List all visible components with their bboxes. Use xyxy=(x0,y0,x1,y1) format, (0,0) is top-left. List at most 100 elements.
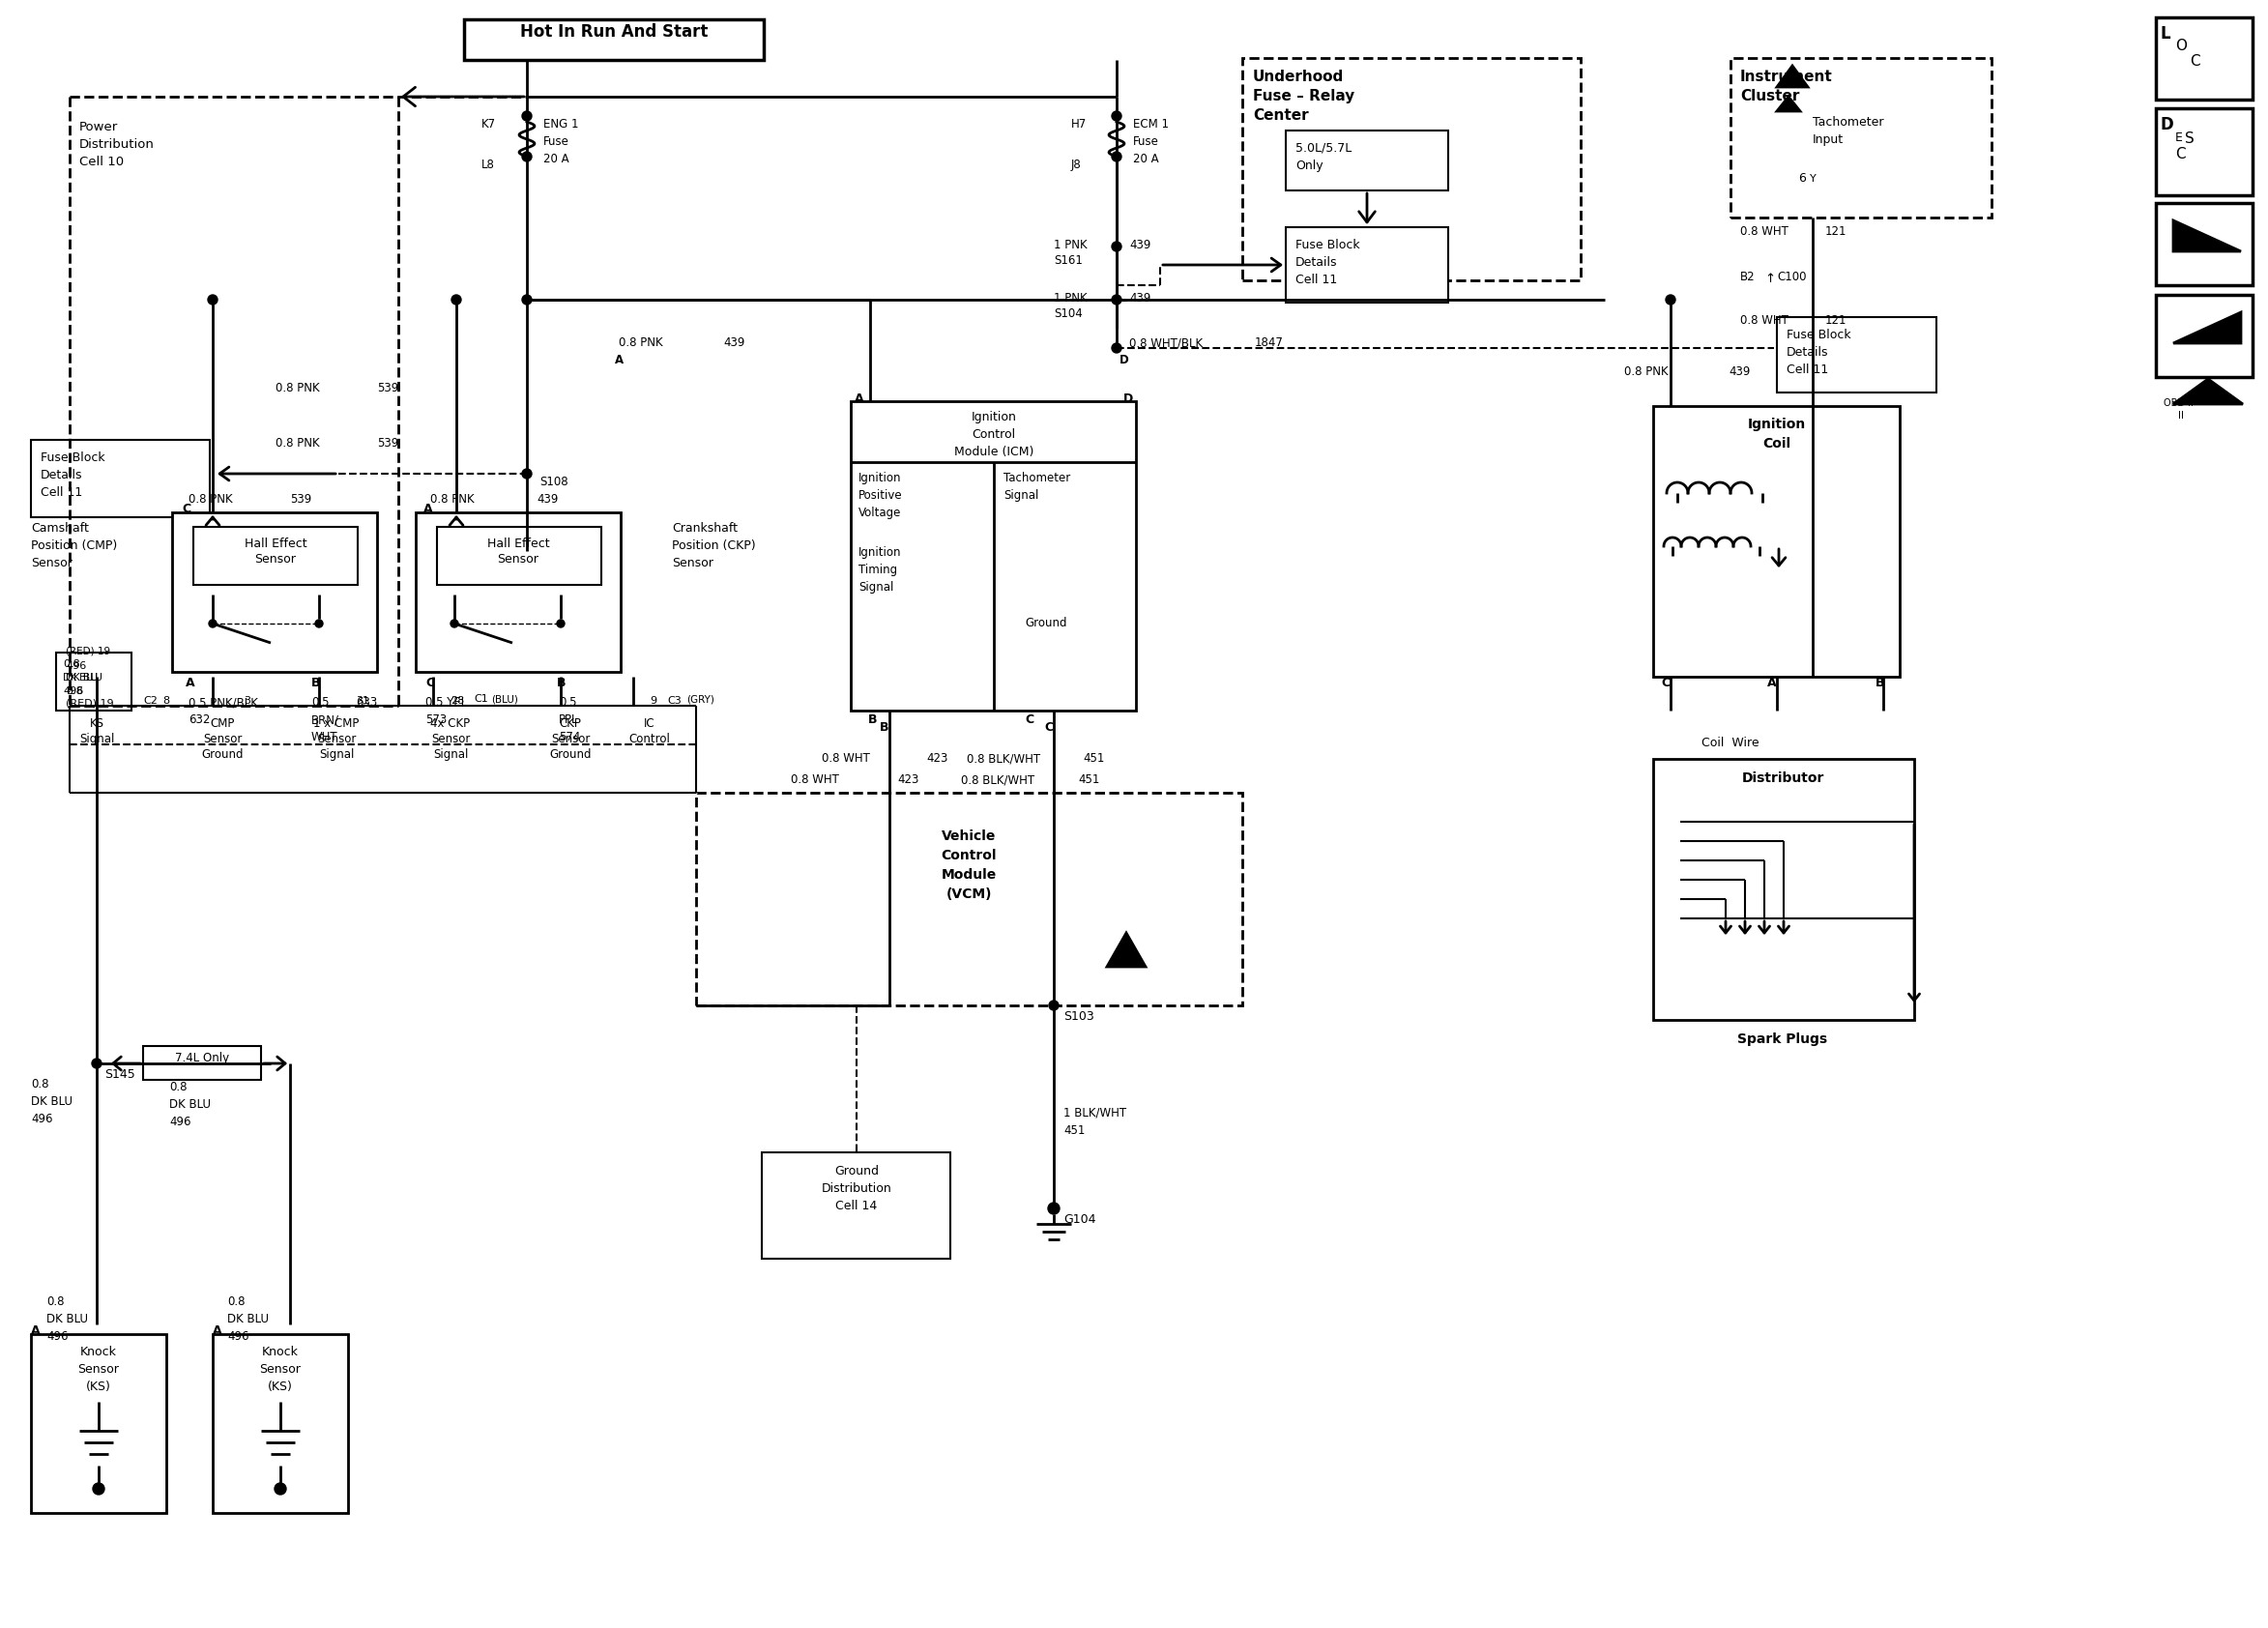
Text: 633: 633 xyxy=(356,697,376,708)
Text: 8: 8 xyxy=(163,697,170,705)
Text: Ignition: Ignition xyxy=(860,547,900,558)
Text: 496: 496 xyxy=(170,1115,191,1128)
Polygon shape xyxy=(1776,96,1801,111)
Text: 496: 496 xyxy=(45,1330,68,1343)
Text: (KS): (KS) xyxy=(86,1381,111,1394)
Circle shape xyxy=(1665,295,1676,304)
Text: L8: L8 xyxy=(481,158,494,171)
Text: 0.5 YEL: 0.5 YEL xyxy=(426,697,467,708)
Text: 1 BLK/WHT: 1 BLK/WHT xyxy=(1064,1107,1127,1120)
Circle shape xyxy=(93,1483,104,1495)
Polygon shape xyxy=(2173,379,2243,404)
Text: Signal: Signal xyxy=(860,581,894,594)
Text: DK BLU: DK BLU xyxy=(45,1312,88,1325)
Text: 31: 31 xyxy=(356,697,370,705)
Text: 0.8 WHT: 0.8 WHT xyxy=(1740,225,1789,238)
Text: 0.8: 0.8 xyxy=(32,1078,50,1091)
Text: D: D xyxy=(1120,353,1129,366)
Text: C: C xyxy=(1660,677,1669,689)
Bar xyxy=(143,1047,261,1079)
Text: B: B xyxy=(558,677,567,689)
Text: Fuse: Fuse xyxy=(1134,135,1159,148)
Text: Ignition: Ignition xyxy=(1749,418,1805,431)
Circle shape xyxy=(522,151,531,161)
Text: Fuse Block: Fuse Block xyxy=(41,451,104,464)
Text: Cell 14: Cell 14 xyxy=(835,1200,878,1213)
Text: Hall Effect: Hall Effect xyxy=(245,537,306,550)
Text: PPL: PPL xyxy=(558,713,578,726)
Bar xyxy=(850,400,1136,710)
Text: 5.0L/5.7L: 5.0L/5.7L xyxy=(1295,142,1352,155)
Text: Coil: Coil xyxy=(1762,436,1792,451)
Text: Vehicle: Vehicle xyxy=(941,830,996,843)
Text: Cell 11: Cell 11 xyxy=(41,487,82,498)
Text: Ground: Ground xyxy=(202,749,243,760)
Text: (RED) 19: (RED) 19 xyxy=(66,646,111,656)
Text: 3: 3 xyxy=(243,697,249,705)
Circle shape xyxy=(451,620,458,627)
Bar xyxy=(172,513,376,672)
Text: A: A xyxy=(424,503,433,516)
Bar xyxy=(1730,59,1991,218)
Text: 0.8 PNK: 0.8 PNK xyxy=(619,337,662,348)
Text: A: A xyxy=(186,677,195,689)
Text: C: C xyxy=(181,503,191,516)
Text: Voltage: Voltage xyxy=(860,506,900,519)
Text: 0.8: 0.8 xyxy=(45,1296,64,1307)
Text: Input: Input xyxy=(1812,133,1844,147)
Bar xyxy=(32,440,209,518)
Text: Cell 11: Cell 11 xyxy=(1295,274,1338,287)
Bar xyxy=(1776,317,1937,392)
Polygon shape xyxy=(2173,313,2241,344)
Text: CKP: CKP xyxy=(560,718,581,729)
Text: 7.4L Only: 7.4L Only xyxy=(175,1052,229,1065)
Text: B: B xyxy=(880,721,889,734)
Text: Timing: Timing xyxy=(860,563,898,576)
Text: Ignition: Ignition xyxy=(860,472,900,485)
Text: A: A xyxy=(32,1325,41,1337)
Circle shape xyxy=(558,620,565,627)
Text: Hall Effect: Hall Effect xyxy=(488,537,549,550)
Text: Position (CMP): Position (CMP) xyxy=(32,539,118,552)
Text: (RED) 19: (RED) 19 xyxy=(66,698,113,708)
Text: Knock: Knock xyxy=(79,1346,118,1358)
Text: D: D xyxy=(2161,116,2175,133)
Text: C: C xyxy=(2175,147,2186,161)
Text: A: A xyxy=(615,353,624,366)
Text: S161: S161 xyxy=(1055,254,1082,267)
Text: Sensor: Sensor xyxy=(202,733,243,746)
Text: 0.8 BLK/WHT: 0.8 BLK/WHT xyxy=(962,773,1034,786)
Text: Distribution: Distribution xyxy=(821,1182,891,1195)
Text: C: C xyxy=(426,677,433,689)
Text: 1847: 1847 xyxy=(1254,337,1284,348)
Text: 28: 28 xyxy=(451,697,465,705)
Text: A: A xyxy=(855,392,864,405)
Text: 0.8 WHT: 0.8 WHT xyxy=(1740,314,1789,327)
Text: Control: Control xyxy=(628,733,671,746)
Text: Position (CKP): Position (CKP) xyxy=(671,539,755,552)
Bar xyxy=(57,653,132,710)
Circle shape xyxy=(522,111,531,120)
Circle shape xyxy=(1048,1203,1059,1214)
Text: Cell 10: Cell 10 xyxy=(79,156,125,168)
Text: DK BLU: DK BLU xyxy=(66,672,102,682)
Text: BRN/: BRN/ xyxy=(311,713,340,726)
Text: Cell 11: Cell 11 xyxy=(1787,363,1828,376)
Text: (BLU): (BLU) xyxy=(492,694,517,703)
Text: 423: 423 xyxy=(925,752,948,765)
Text: 0.5: 0.5 xyxy=(311,697,329,708)
Circle shape xyxy=(522,295,531,304)
Text: 0.8: 0.8 xyxy=(170,1081,186,1094)
Text: C1: C1 xyxy=(474,694,488,703)
Text: Signal: Signal xyxy=(1002,488,1039,501)
Text: B: B xyxy=(1876,677,1885,689)
Text: Positive: Positive xyxy=(860,488,903,501)
Circle shape xyxy=(209,295,218,304)
Text: C2: C2 xyxy=(143,697,156,705)
Circle shape xyxy=(91,1058,102,1068)
Text: B: B xyxy=(311,677,320,689)
Text: 439: 439 xyxy=(538,493,558,506)
Text: S145: S145 xyxy=(104,1068,136,1081)
Text: ECM 1: ECM 1 xyxy=(1134,117,1168,130)
Text: WHT: WHT xyxy=(311,731,338,744)
